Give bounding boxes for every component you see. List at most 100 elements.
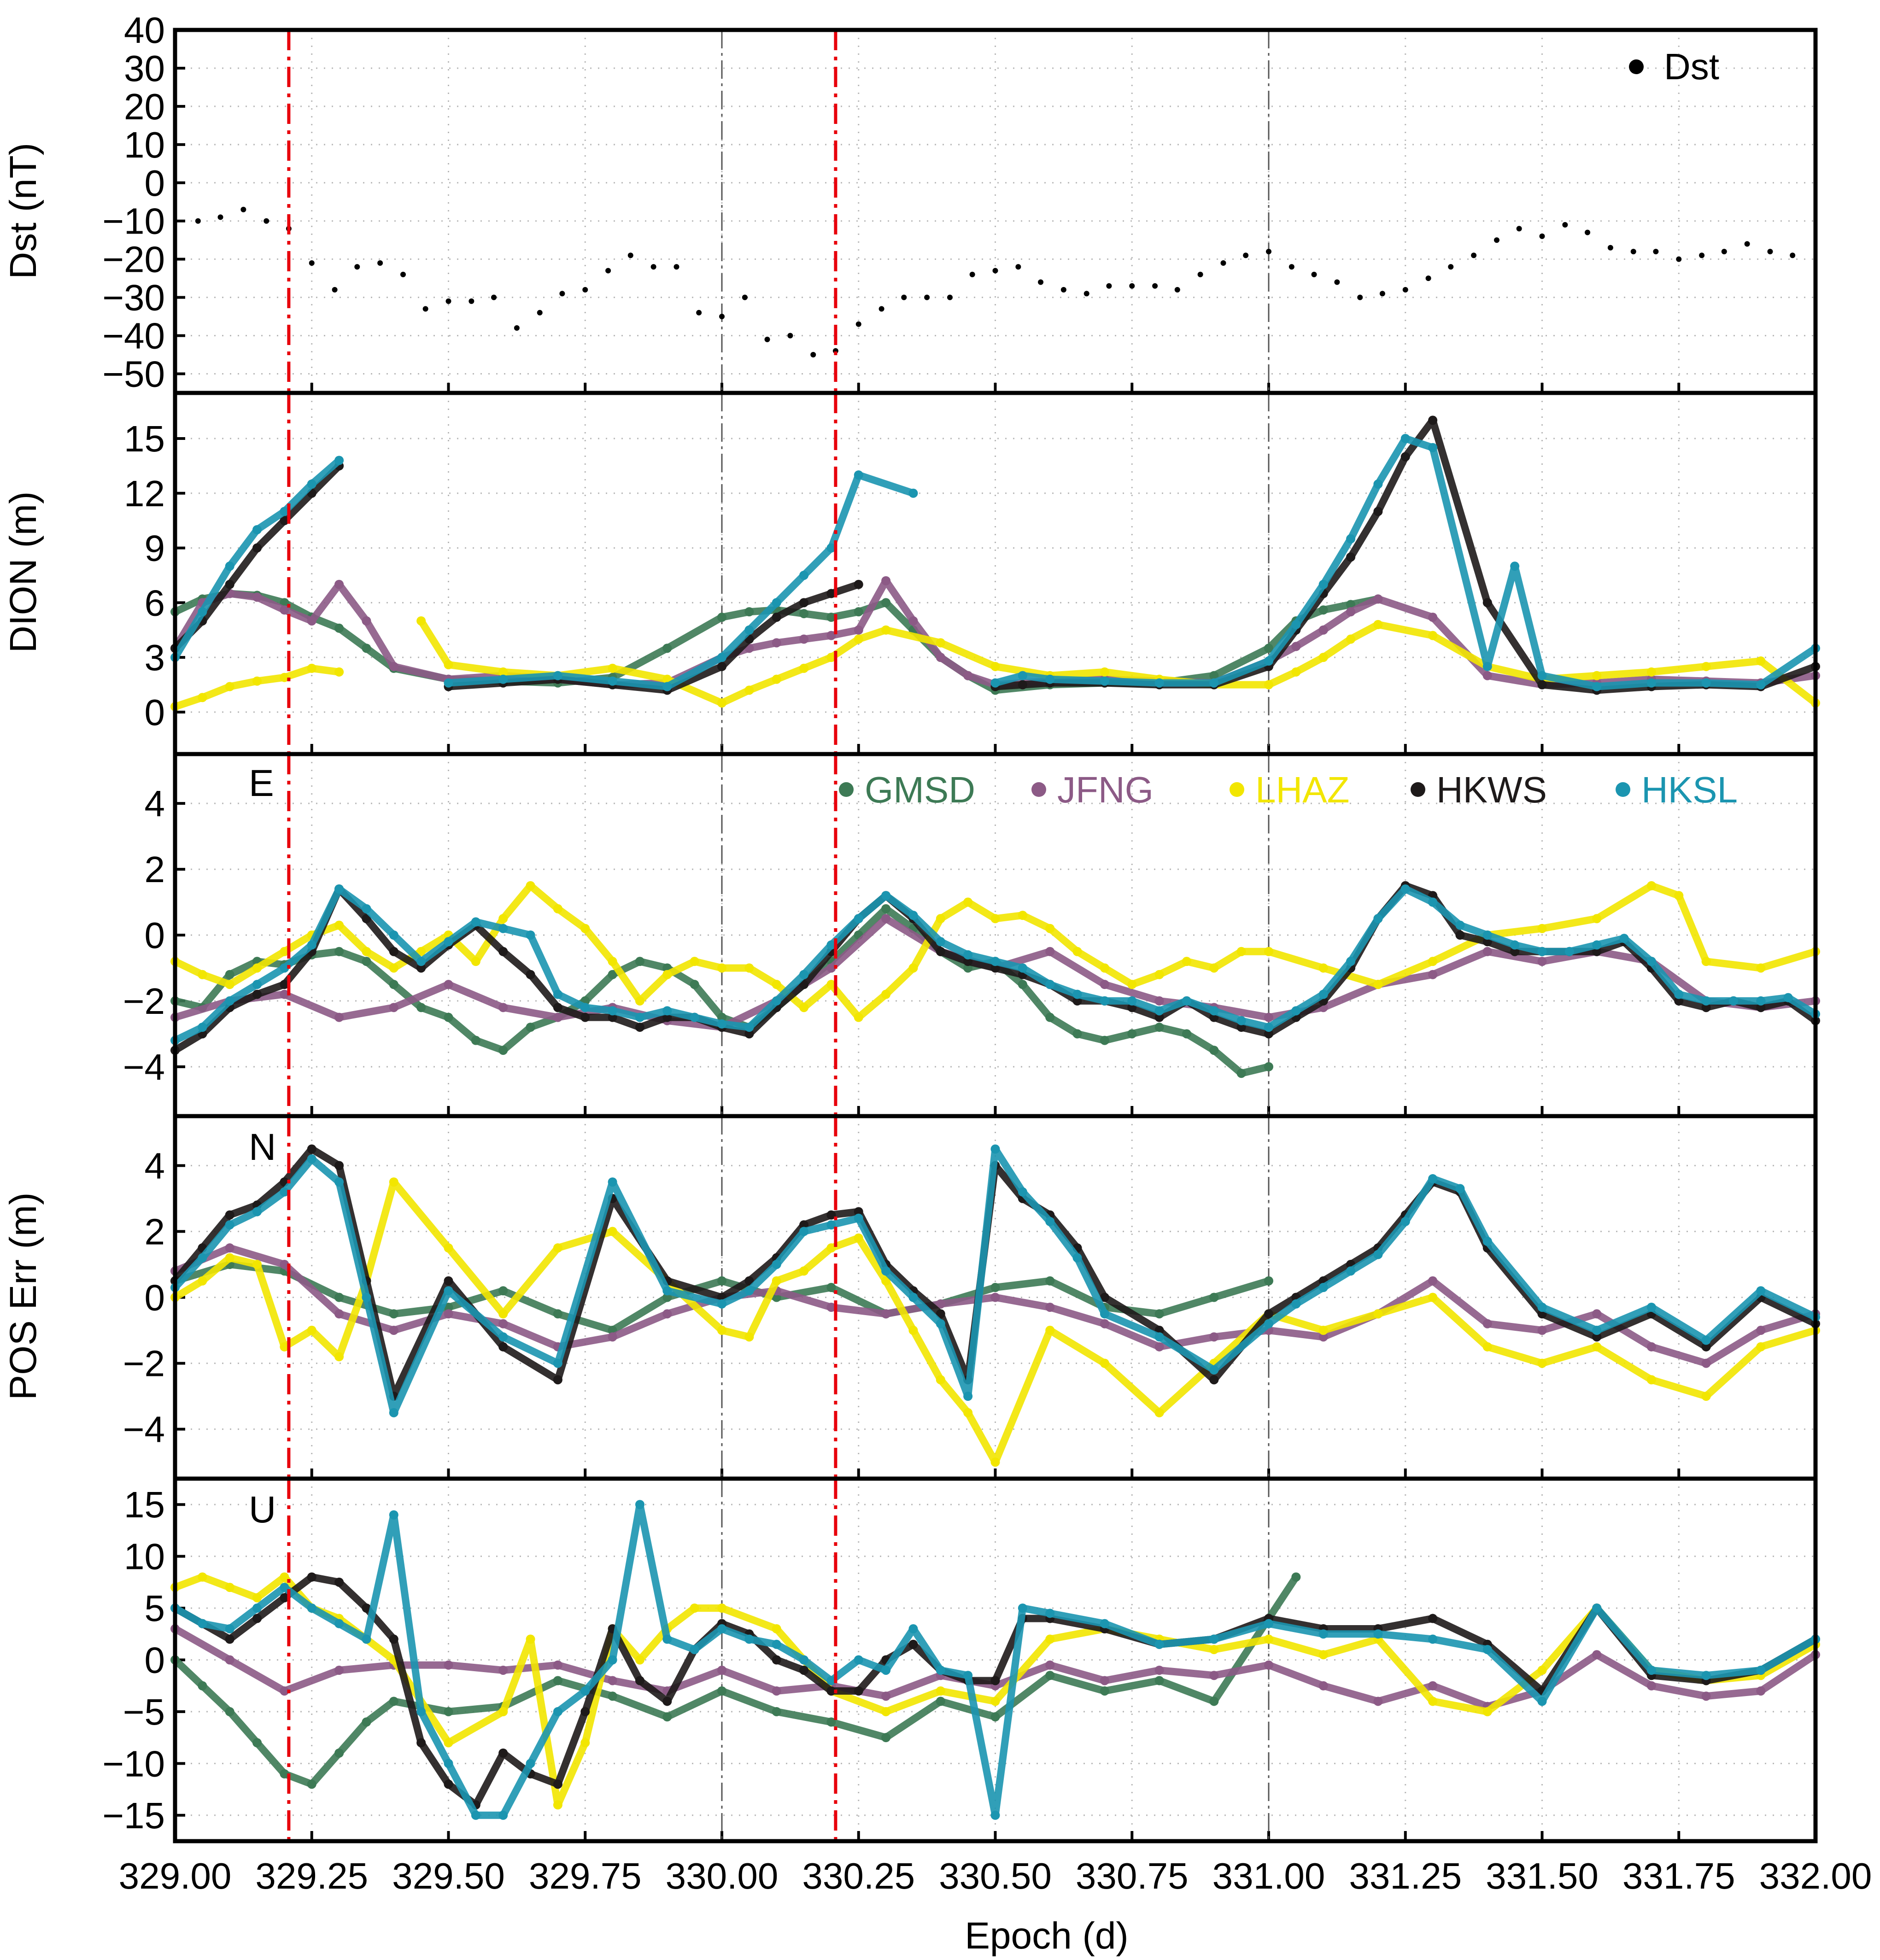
series-point (225, 1707, 234, 1716)
series-point (362, 1603, 371, 1613)
x-tick-label: 330.75 (1076, 1855, 1189, 1896)
dst-point (1699, 252, 1705, 258)
series-point (1428, 897, 1438, 907)
panel-pos-u: 15 10 5 0 −5 −10 −15 U (102, 1476, 1820, 1843)
series-point (990, 1810, 1000, 1820)
series-point (772, 613, 781, 622)
series-point (252, 592, 262, 602)
series-point (662, 1309, 672, 1319)
series-point (1728, 996, 1738, 1006)
series-point (717, 1624, 726, 1634)
series-point (1428, 970, 1438, 979)
series-point (252, 543, 262, 553)
series-point (635, 1655, 644, 1665)
series-point (881, 576, 891, 585)
series-point (1592, 940, 1602, 950)
series-point (198, 1572, 207, 1582)
series-point (1154, 1012, 1164, 1022)
series-point (1537, 957, 1547, 966)
series-point (1646, 957, 1656, 966)
dst-point (719, 314, 725, 320)
series-point (498, 1810, 508, 1820)
series-point (1373, 479, 1383, 489)
series-point (553, 1800, 562, 1810)
series-point (1537, 1302, 1547, 1312)
series-point (1100, 963, 1109, 973)
series-point (1264, 1319, 1273, 1328)
series-point (717, 613, 726, 622)
series-point (225, 562, 234, 571)
series-point (252, 1593, 262, 1603)
dst-point (354, 264, 360, 270)
series-point (252, 676, 262, 686)
series-point (553, 1676, 562, 1685)
series-point (744, 1276, 754, 1286)
series-point (1756, 680, 1766, 690)
series-point (881, 891, 891, 901)
series-point (1701, 1691, 1711, 1701)
series-point (1264, 1660, 1273, 1670)
series-point (1264, 1619, 1273, 1628)
series-point (198, 607, 207, 617)
series-point (881, 1276, 891, 1286)
series-hksl-pos-e (170, 884, 1820, 1045)
series-point (1428, 1634, 1438, 1644)
series-point (498, 667, 508, 677)
series-point (225, 996, 234, 1006)
legend-marker (1629, 59, 1644, 74)
series-point (963, 1671, 973, 1680)
series-point (444, 1276, 453, 1286)
series-point (334, 947, 344, 956)
series-point (744, 1332, 754, 1342)
series-point (389, 930, 398, 940)
series-point (717, 1686, 726, 1696)
series-point (553, 1003, 562, 1012)
series-point (1045, 1634, 1055, 1644)
series-point (280, 963, 289, 973)
series-dst-dst (195, 206, 1796, 358)
series-point (826, 1717, 836, 1727)
x-tick-label: 329.50 (392, 1855, 505, 1896)
series-point (1756, 1342, 1766, 1352)
series-point (1482, 1342, 1492, 1352)
series-point (389, 1634, 398, 1644)
series-point (1209, 1375, 1219, 1385)
dst-point (1585, 229, 1591, 235)
series-point (1756, 1003, 1766, 1012)
series-point (990, 661, 1000, 671)
series-point (334, 1748, 344, 1758)
series-point (280, 980, 289, 989)
series-point (444, 1012, 453, 1022)
series-point (990, 1697, 1000, 1706)
series-point (1537, 1697, 1547, 1706)
series-point (389, 1326, 398, 1335)
dst-point (1676, 256, 1682, 262)
series-point (280, 1342, 289, 1352)
series-point (608, 676, 617, 686)
series-point (225, 1210, 234, 1220)
series-point (1592, 1326, 1602, 1335)
series-point (444, 1779, 453, 1789)
series-point (1154, 1342, 1164, 1352)
y-tick-label: −4 (123, 1409, 165, 1450)
y-tick-label: 4 (145, 1145, 165, 1186)
dst-point (1790, 252, 1796, 258)
series-point (936, 937, 945, 947)
series-point (498, 947, 508, 956)
series-point (936, 1665, 945, 1675)
series-point (717, 698, 726, 708)
series-point (1482, 947, 1492, 956)
series-point (1018, 671, 1027, 680)
dst-point (1721, 249, 1727, 255)
series-point (799, 1266, 809, 1276)
series-point (854, 1012, 863, 1022)
series-point (444, 1738, 453, 1748)
series-point (1592, 671, 1602, 680)
series-point (1209, 1645, 1219, 1655)
series-point (1646, 667, 1656, 677)
series-point (772, 1276, 781, 1286)
series-point (1756, 1286, 1766, 1296)
series-point (471, 1036, 480, 1045)
series-point (198, 1681, 207, 1691)
x-axis-title: Epoch (d) (965, 1915, 1129, 1957)
